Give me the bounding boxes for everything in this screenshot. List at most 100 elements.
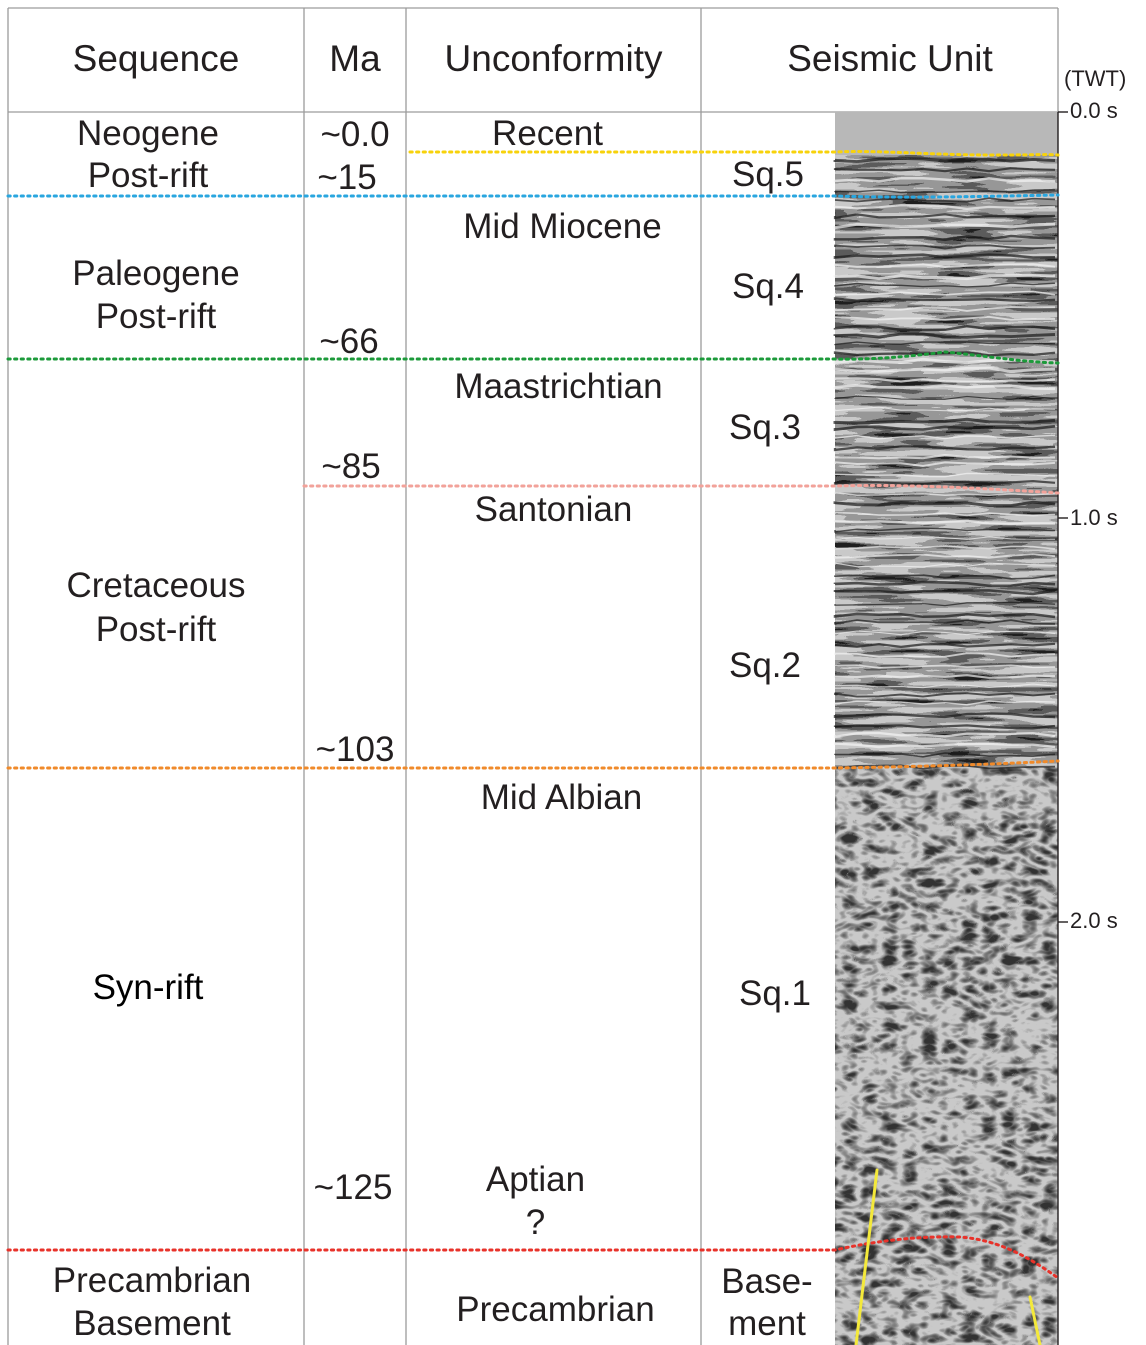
seismic-reflector [834, 700, 1056, 706]
seismic-reflector [833, 324, 1056, 332]
seismic-reflector [834, 461, 1056, 468]
seismic-reflector [834, 491, 1056, 497]
sequence-paleogene-line1: Paleogene [72, 254, 240, 293]
sequence-precambrian-line2: Basement [73, 1304, 231, 1343]
seismic-reflector [833, 445, 1056, 452]
seismic-reflector [833, 167, 1056, 173]
seismic-reflector [833, 253, 1056, 260]
time-tick-2: 2.0 s [1070, 908, 1118, 933]
fault-left [854, 1168, 879, 1345]
seismic-unit-sq3: Sq.3 [729, 408, 801, 447]
unconformity-precambrian: Precambrian [456, 1290, 655, 1329]
seismic-unit-basement-line2: ment [728, 1304, 806, 1343]
unconformity-mid-miocene: Mid Miocene [463, 207, 662, 246]
seismic-reflector [834, 282, 1056, 288]
seismic-reflector [834, 189, 1056, 194]
boundary-santonian [302, 483, 1060, 495]
sequence-neogene-line2: Post-rift [87, 156, 209, 195]
time-axis [1057, 111, 1068, 1345]
seismic-reflector [834, 306, 1056, 312]
sequence-boundaries [6, 150, 1060, 1345]
seismic-reflector [834, 619, 1056, 625]
seismic-reflector [833, 332, 1056, 339]
seismic-reflector [833, 589, 1056, 596]
seismic-reflector [834, 642, 1056, 649]
seismic-reflector [833, 234, 1056, 242]
seismic-reflector [833, 176, 1056, 183]
unconformity-aptian-query: ? [525, 1203, 546, 1242]
seismic-reflector [833, 156, 1056, 164]
seismic-reflector [834, 263, 1056, 269]
age-15: ~15 [317, 158, 377, 197]
sequence-cretaceous-line2: Post-rift [95, 610, 217, 649]
seismic-reflector [833, 454, 1056, 460]
time-tick-1: 1.0 s [1070, 505, 1118, 530]
seismic-reflector [833, 731, 1056, 739]
seismic-reflector [834, 197, 1056, 203]
seismic-reflector [834, 562, 1056, 568]
seismic-reflector [833, 383, 1056, 391]
seismic-reflector [833, 222, 1056, 230]
seismic-reflector [834, 652, 1056, 658]
seismic-reflector [833, 612, 1056, 619]
unconformity-santonian: Santonian [474, 490, 633, 529]
boundary-recent [408, 150, 1060, 157]
boundary-maastrichtian [6, 350, 1060, 365]
seismic-reflector [834, 527, 1056, 533]
seismic-reflector [833, 479, 1056, 485]
seismic-reflector [834, 290, 1056, 296]
time-tick-0: 0.0 s [1070, 98, 1118, 123]
header-twt: (TWT) [1064, 66, 1127, 91]
seismic-reflector [834, 434, 1056, 440]
seismic-reflector [833, 500, 1056, 508]
seismic-reflector [834, 244, 1056, 250]
seismic-reflector [833, 297, 1056, 303]
seismic-reflector [833, 377, 1056, 383]
age-85: ~85 [321, 447, 381, 486]
seismic-reflector [834, 395, 1056, 400]
seismic-unit-sq4: Sq.4 [732, 267, 804, 306]
seismic-reflector [833, 724, 1056, 730]
seismic-unit-sq5: Sq.5 [732, 155, 804, 194]
age-103: ~103 [315, 730, 395, 769]
seismic-reflector [834, 601, 1056, 607]
seismic-reflector [834, 472, 1056, 478]
header-unconformity: Unconformity [444, 38, 663, 79]
seismic-reflector [834, 683, 1056, 689]
unconformity-mid-albian: Mid Albian [480, 778, 643, 817]
age-0: ~0.0 [320, 115, 390, 154]
fault-right [1028, 1295, 1042, 1345]
seismic-reflector [834, 315, 1056, 321]
seismic-image [833, 112, 1058, 1345]
seismic-reflector [834, 553, 1056, 559]
boundary-mid-miocene [6, 193, 1060, 199]
seismic-reflector [833, 712, 1056, 719]
seismic-reflector [833, 425, 1056, 432]
header-ma: Ma [329, 38, 381, 79]
unconformity-recent: Recent [492, 114, 603, 153]
seismic-reflector [834, 752, 1056, 758]
boundary-aptian [6, 1235, 1060, 1280]
header-sequence: Sequence [72, 38, 240, 79]
seismic-reflector [833, 580, 1056, 588]
seismic-unit-sq1: Sq.1 [739, 974, 811, 1013]
seismic-water-column [835, 112, 1058, 155]
seismic-reflector [834, 664, 1056, 669]
seismic-reflector [833, 203, 1056, 211]
seismic-reflector [833, 273, 1056, 281]
sequence-neogene-line1: Neogene [76, 114, 220, 153]
seismic-reflector [834, 341, 1055, 346]
seismic-reflector [834, 511, 1056, 517]
seismic-reflector [834, 545, 1056, 550]
seismic-reflector [834, 692, 1056, 698]
seismic-reflector [833, 674, 1056, 679]
seismic-reflector [834, 406, 1056, 412]
seismic-reflector [833, 742, 1056, 749]
seismic-unit-sq2: Sq.2 [729, 646, 801, 685]
unconformity-maastrichtian: Maastrichtian [454, 367, 663, 406]
boundary-mid-albian [6, 759, 1060, 770]
seismic-reflector [833, 213, 1056, 220]
sequence-paleogene-line2: Post-rift [95, 297, 217, 336]
seismic-reflector [834, 630, 1056, 636]
